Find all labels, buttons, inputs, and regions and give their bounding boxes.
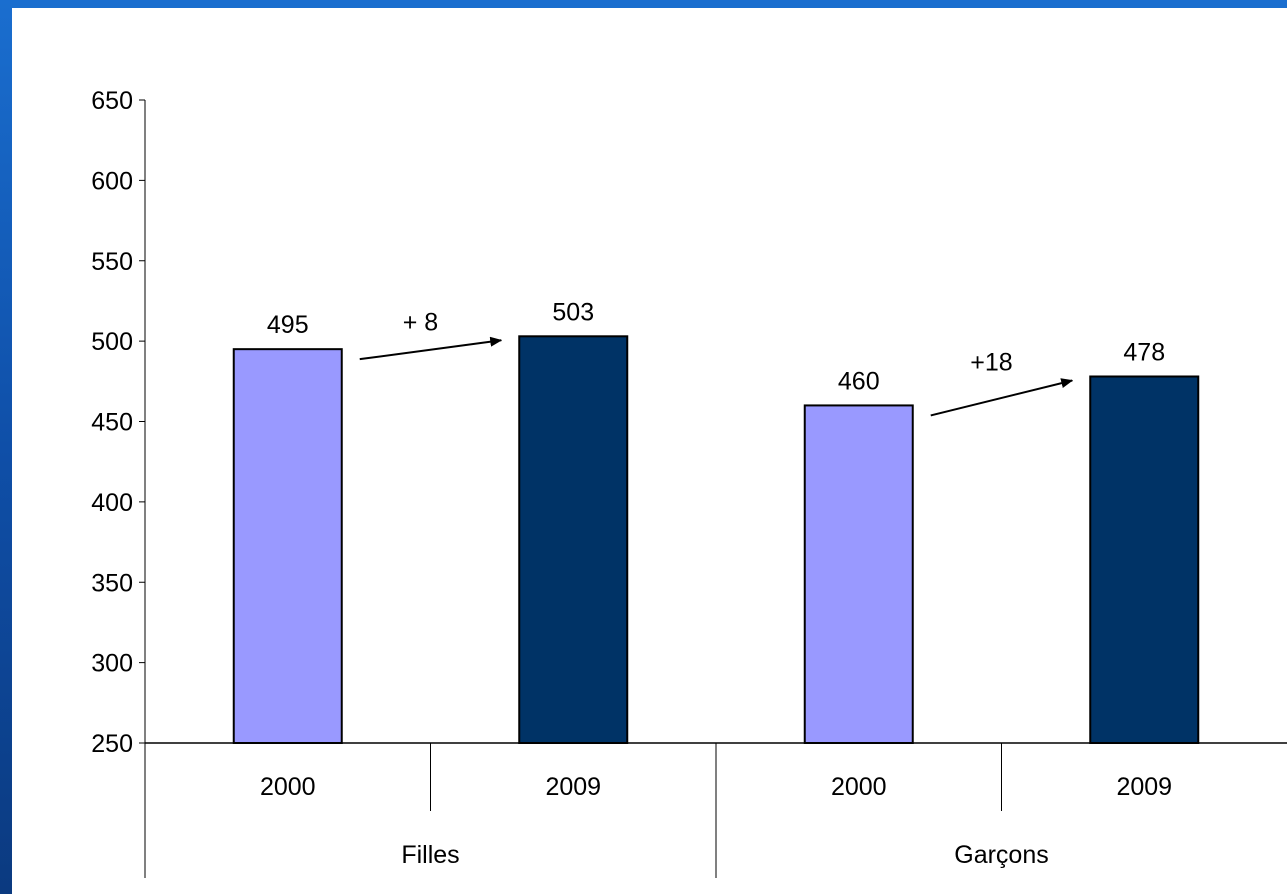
y-tick-label: 300 xyxy=(91,650,133,678)
y-tick-label: 550 xyxy=(91,248,133,276)
change-label: + 8 xyxy=(403,308,438,336)
x-category-label: 2009 xyxy=(1116,773,1172,801)
y-tick-label: 500 xyxy=(91,328,133,356)
bar-garons-2009 xyxy=(1089,375,1200,744)
x-category-label: 2000 xyxy=(260,773,316,801)
change-arrow xyxy=(930,378,1074,417)
bar-value-label: 478 xyxy=(1123,338,1165,366)
y-tick-label: 350 xyxy=(91,569,133,597)
x-group-label: Garçons xyxy=(954,841,1048,869)
y-tick-label: 650 xyxy=(91,87,133,115)
bar-filles-2000 xyxy=(232,348,343,744)
change-label: +18 xyxy=(970,348,1012,376)
y-tick-label: 600 xyxy=(91,167,133,195)
bar-value-label: 503 xyxy=(552,298,594,326)
x-group-label: Filles xyxy=(401,841,459,869)
bar-filles-2009 xyxy=(518,335,629,744)
y-tick-label: 250 xyxy=(91,730,133,758)
y-tick-label: 400 xyxy=(91,489,133,517)
chart-panel: 250 300 350 400 450 500 550 600 650 495 503 460 478 2… xyxy=(12,8,1287,894)
x-category-label: 2000 xyxy=(831,773,887,801)
bar-garons-2000 xyxy=(803,404,914,744)
bar-value-label: 495 xyxy=(267,311,309,339)
bar-chart: 250 300 350 400 450 500 550 600 650 495 503 460 478 2… xyxy=(91,87,1287,878)
change-arrow xyxy=(359,336,503,361)
bar-value-label: 460 xyxy=(838,367,880,395)
y-tick-label: 450 xyxy=(91,409,133,437)
x-category-label: 2009 xyxy=(545,773,601,801)
